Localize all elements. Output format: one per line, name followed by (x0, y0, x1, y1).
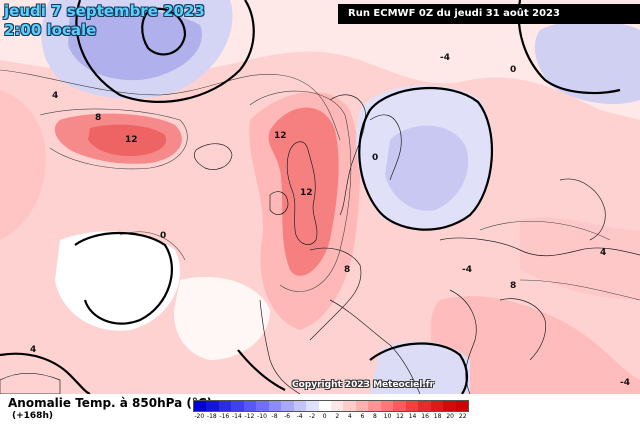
color-scale-tick-label: -8 (271, 413, 278, 420)
color-scale-tick-label: 12 (396, 413, 404, 420)
anomaly-contours (0, 69, 640, 301)
contour-label: 0 (372, 153, 378, 163)
color-scale-tick-label: -14 (232, 413, 242, 420)
color-scale-segment (405, 401, 419, 411)
contour-label: 0 (160, 231, 166, 241)
contour-label: 8 (344, 265, 350, 275)
contour-labels: 12 12 12 8 8 8 4 4 4 0 0 0 -4 -4 -4 (30, 53, 630, 388)
color-scale-tick-label: 0 (322, 413, 327, 420)
color-scale-tick-label: -2 (309, 413, 316, 420)
contour-label: 12 (125, 135, 138, 145)
zero-isolines (0, 0, 621, 394)
color-scale-segment (268, 401, 282, 411)
cool-bottom (370, 341, 470, 394)
color-scale-segment (343, 401, 356, 411)
copyright-credit: Copyright 2023 Meteociel.fr (292, 380, 435, 390)
coastlines (0, 94, 640, 394)
color-scale-segment (293, 401, 307, 411)
contour-label: 4 (600, 248, 606, 258)
contour-label: 4 (52, 91, 58, 101)
contour-label: 12 (300, 188, 313, 198)
color-scale-tick-label: -6 (284, 413, 291, 420)
color-scale-tick-label: -16 (219, 413, 230, 420)
cool-central-europe-core (385, 125, 469, 211)
color-scale-tick-label: -4 (296, 413, 303, 420)
color-scale-segment (256, 401, 269, 411)
color-scale-segment (418, 401, 431, 411)
color-scale-tick-label: 14 (408, 413, 417, 420)
color-scale-segment (355, 401, 369, 411)
color-scale-segment (455, 401, 468, 411)
anomaly-map: 12 12 12 8 8 8 4 4 4 0 0 0 -4 -4 -4 jeud… (0, 0, 640, 394)
color-scale-tick-label: -20 (194, 413, 205, 420)
color-scale-segment (330, 401, 344, 411)
color-scale-segment (393, 401, 406, 411)
color-scale-tick-label: -18 (206, 413, 217, 420)
warm-core-uk (268, 107, 339, 276)
color-scale-segment (243, 401, 257, 411)
color-scale-segment (231, 401, 244, 411)
color-scale-segment (380, 401, 394, 411)
contour-label: -4 (462, 265, 472, 275)
color-scale-segment (218, 401, 232, 411)
color-scale-segment (318, 401, 331, 411)
color-scale-segment (368, 401, 381, 411)
warm-left-edge (0, 90, 46, 240)
color-scale-tick-label: 10 (383, 413, 392, 420)
map-canvas: 12 12 12 8 8 8 4 4 4 0 0 0 -4 -4 -4 (0, 0, 640, 394)
color-scale-tick-label: 2 (335, 413, 340, 420)
contour-label: 4 (30, 345, 36, 355)
color-scale-bar (193, 400, 469, 412)
contour-label: -4 (440, 53, 450, 63)
contour-label: 8 (510, 281, 516, 291)
warm-balkans (430, 296, 640, 394)
color-scale-segment (430, 401, 444, 411)
color-scale-ticks: -20 -18 -16 -14 -12 -10 -8 -6 -4 -2 0 2 4 6 8 10 12 14 16 1… (193, 413, 469, 423)
color-scale-tick-label: 22 (458, 413, 467, 420)
contour-label: -4 (620, 378, 630, 388)
color-scale-tick-label: 20 (446, 413, 454, 420)
contour-label: 8 (95, 113, 101, 123)
color-scale-tick-label: -10 (257, 413, 267, 420)
color-scale-tick-label: 18 (433, 413, 442, 420)
color-scale-segment (306, 401, 319, 411)
forecast-date: jeudi 7 septembre 2023 (4, 2, 205, 20)
color-scale-segment (443, 401, 456, 411)
color-scale-segment (194, 401, 207, 411)
warm-core-atlantic-inner (88, 124, 167, 157)
forecast-lead-time: (+168h) (12, 411, 53, 421)
forecast-time: 2:00 locale (4, 21, 97, 39)
color-scale-segment (281, 401, 294, 411)
color-scale-tick-label: 16 (421, 413, 429, 420)
cool-north-atlantic-core (68, 7, 202, 81)
model-run-label: Run ECMWF 0Z du jeudi 31 août 2023 (338, 4, 640, 24)
color-scale-tick-label: 8 (372, 413, 377, 420)
legend-footer: Anomalie Temp. à 850hPa (°C) (+168h) -20… (0, 394, 640, 427)
color-scale-tick-label: 4 (347, 413, 352, 420)
warm-east (520, 217, 640, 300)
contour-label: 0 (510, 65, 516, 75)
map-variable-title: Anomalie Temp. à 850hPa (°C) (8, 396, 213, 410)
cool-russia (534, 20, 640, 105)
color-scale-segment (206, 401, 219, 411)
color-scale-tick-label: -12 (244, 413, 255, 420)
color-scale-tick-label: 6 (360, 413, 365, 420)
contour-label: 12 (274, 131, 287, 141)
white-iberia (174, 276, 270, 360)
